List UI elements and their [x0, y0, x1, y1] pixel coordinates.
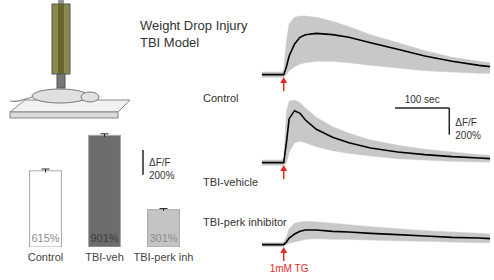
data-label: 901% [90, 232, 118, 244]
arrow-head [280, 77, 287, 83]
error-bar [101, 134, 109, 137]
bar [148, 210, 180, 247]
annotation: 1mM TG [270, 263, 309, 274]
bar-plot [30, 134, 180, 247]
stimulus-arrow [280, 165, 287, 179]
title: Weight Drop Injury [140, 18, 248, 33]
mean-trace [262, 33, 490, 74]
scale-bar-x [395, 107, 449, 109]
impactor [57, 74, 65, 88]
panel-label: TBI-perk inhibitor [203, 216, 287, 228]
stimulus-arrow [280, 77, 287, 91]
panel-label: TBI-vehicle [203, 176, 258, 188]
scale-bar-y-value: 200% [455, 130, 481, 141]
scale-bar-y [449, 108, 451, 135]
arrow-shaft [283, 252, 285, 261]
error-bar [160, 209, 168, 211]
trace-band [262, 100, 490, 165]
platform-front [10, 112, 118, 118]
error-bar-cap [160, 208, 168, 209]
arrow-head [280, 247, 287, 253]
stimulus-arrow [280, 247, 287, 261]
subtitle: TBI Model [140, 35, 199, 50]
x-tick-label: TBI-veh [85, 251, 124, 263]
data-label: 301% [149, 232, 177, 244]
scale-bar-y-label: ΔF/F [455, 117, 477, 128]
trace-band [262, 16, 490, 77]
scale-bar-value: 200% [149, 170, 175, 181]
trace-plot [262, 221, 490, 246]
x-tick: Control [28, 251, 63, 263]
scale-bar-x-label: 100 sec [405, 94, 440, 105]
error-bar-cap [101, 133, 109, 134]
trace-plot [262, 16, 490, 77]
x-tick-label: TBI-perk inh [134, 251, 194, 263]
trace-band [262, 221, 490, 246]
mouse-body [32, 89, 88, 103]
trace-plot [262, 100, 490, 165]
x-axis: Control TBI-veh TBI-perk inh [28, 251, 194, 263]
error-bar-stem [45, 169, 46, 172]
x-tick-label: Control [28, 251, 63, 263]
figure: 615% 901% 301% Control TBI-veh TBI-perk inh We… [0, 0, 494, 280]
drop-tube-stripe [58, 4, 64, 74]
scale-bar-label: ΔF/F [149, 157, 171, 168]
weight-drop-illustration [10, 0, 130, 118]
bar [30, 171, 62, 247]
x-tick: TBI-perk inh [134, 251, 194, 263]
mouse-tail [10, 97, 33, 102]
x-tick: TBI-veh [85, 251, 124, 263]
error-bar-cap [42, 169, 50, 170]
drop-tube [52, 4, 70, 74]
arrow-head [280, 165, 287, 171]
scale-bar [142, 150, 144, 175]
arrow-shaft [283, 170, 285, 179]
mean-trace [262, 230, 490, 245]
panel-label: Control [203, 92, 238, 104]
bar [89, 135, 121, 247]
data-label: 615% [31, 232, 59, 244]
error-bar [42, 169, 50, 172]
mouse-head [81, 92, 99, 102]
mean-trace [262, 111, 490, 163]
arrow-shaft [283, 82, 285, 91]
